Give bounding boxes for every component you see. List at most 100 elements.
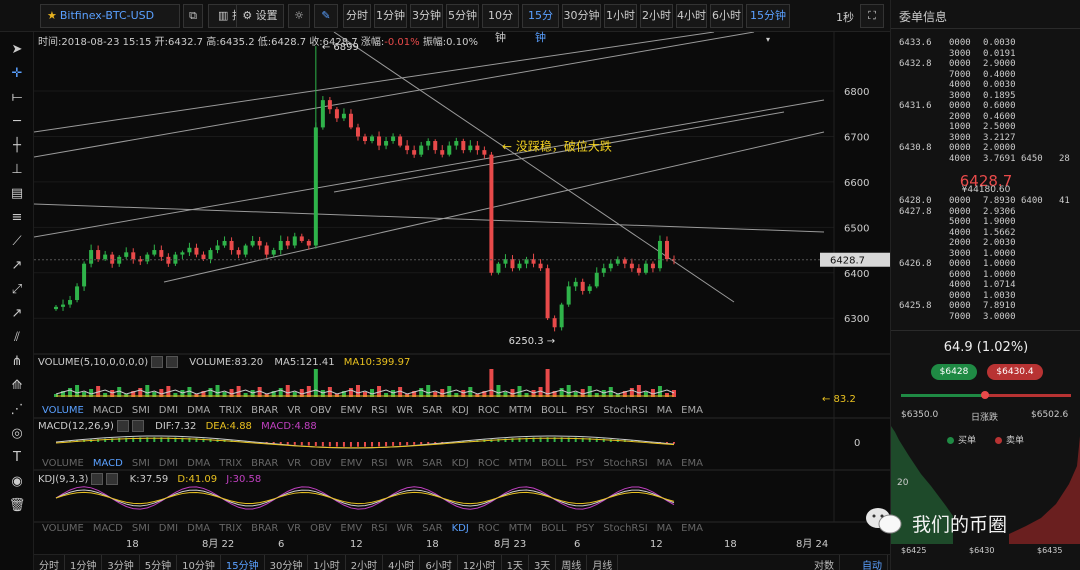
segment-line-icon[interactable]: ⟝ [11,90,23,105]
ask-row[interactable]: 1000 2.5000 [899,122,1059,132]
indicator-tab[interactable]: ROC [477,523,500,534]
trend-line-icon[interactable]: ⟋ [12,234,22,249]
bid-row[interactable]: 4000 1.5662 [899,228,1059,238]
bid-row[interactable]: 4000 1.0714 [899,280,1059,290]
indicator-tab[interactable]: MTM [508,405,532,416]
timeframe-button[interactable]: 15分钟 [522,4,559,44]
indicator-tab[interactable]: KDJ [451,458,469,469]
bottom-timeframe-button[interactable]: 6小时 [420,555,458,570]
indicator-tab[interactable]: DMI [158,405,179,416]
indicator-tab[interactable]: VR [287,523,302,534]
cursor-arrow-icon[interactable]: ➤ [11,42,23,57]
pitchfork-icon[interactable]: ⋔ [11,354,23,369]
ask-row[interactable]: 3000 0.1895 [899,91,1059,101]
indicator-tab[interactable]: VR [287,458,302,469]
timeframe-button[interactable]: 2小时 [640,4,673,28]
timeframe-button[interactable]: 分时 [343,4,371,28]
indicator-tab[interactable]: MACD [92,405,123,416]
bottom-timeframe-button[interactable]: 4小时 [383,555,421,570]
ask-row[interactable]: 3000 0.0191 [899,49,1059,59]
bottom-timeframe-button[interactable]: 周线 [556,555,588,570]
timeframe-button[interactable]: 1分钟 [374,4,407,28]
indicator-tab[interactable]: EMA [681,405,703,416]
spiral-icon[interactable]: ◎ [11,426,23,441]
indicator-settings-icon[interactable] [116,420,129,432]
auto-scale-toggle[interactable]: 自动 [857,555,888,570]
indicator-tab[interactable]: VOLUME [42,458,84,469]
ask-row[interactable]: 3000 3.2127 [899,133,1059,143]
trash-icon[interactable]: 🗑 [8,498,26,513]
bid-row[interactable]: 7000 3.0000 [899,312,1059,322]
pair-selector[interactable]: ★ Bitfinex-BTC-USD [40,4,180,28]
ask-row[interactable]: 6430.8 0000 2.0000 [899,143,1059,153]
bottom-timeframe-button[interactable]: 3天 [529,555,557,570]
indicator-tab[interactable]: SAR [422,523,443,534]
bid-row[interactable]: 2000 2.0030 [899,238,1059,248]
bottom-timeframe-button[interactable]: 2小时 [346,555,384,570]
star-icon[interactable]: ★ [47,9,57,22]
indicator-tab[interactable]: EMV [340,523,363,534]
indicator-close-icon[interactable] [166,356,179,368]
log-scale-toggle[interactable]: 对数 [809,555,840,570]
indicator-tab[interactable]: RSI [371,458,388,469]
bid-row[interactable]: 5000 1.9000 [899,217,1059,227]
bottom-timeframe-button[interactable]: 10分钟 [177,555,221,570]
timeframe-button[interactable]: 4小时 [676,4,707,28]
extended-line-icon[interactable]: ⤢ [11,282,23,297]
bottom-timeframe-button[interactable]: 3分钟 [102,555,140,570]
indicator-tab[interactable]: TRIX [219,523,243,534]
ask-row[interactable]: 7000 0.4000 [899,70,1059,80]
indicator-tab[interactable]: PSY [575,523,595,534]
ask-row[interactable]: 6433.6 0000 0.0030 [899,38,1059,48]
indicator-tab[interactable]: BRAR [251,458,279,469]
indicator-tab[interactable]: SMI [131,523,150,534]
ray-line-icon[interactable]: ↗ [11,258,23,273]
bottom-timeframe-button[interactable]: 1分钟 [65,555,103,570]
indicator-tab[interactable]: WR [396,405,414,416]
indicator-tab[interactable]: StochRSI [603,405,648,416]
fib-fan-icon[interactable]: ⟰ [11,378,23,393]
bottom-timeframe-button[interactable]: 30分钟 [265,555,309,570]
indicator-settings-icon[interactable] [151,356,164,368]
indicator-tab[interactable]: SAR [422,458,443,469]
price-line-icon[interactable]: ⊥ [11,162,23,177]
settings-button[interactable]: ⚙ 设置 [236,4,284,28]
indicator-close-icon[interactable] [131,420,144,432]
indicator-tab[interactable]: KDJ [451,405,469,416]
bid-row[interactable]: 6426.8 0000 1.0000 [899,259,1059,269]
indicator-tab[interactable]: StochRSI [603,523,648,534]
indicator-tab[interactable]: PSY [575,458,595,469]
indicator-tab[interactable]: BRAR [251,523,279,534]
bid-row[interactable]: 3000 1.0000 [899,249,1059,259]
indicator-tab[interactable]: OBV [310,458,332,469]
indicator-tab[interactable]: PSY [575,405,595,416]
indicator-tab[interactable]: EMV [340,458,363,469]
crosshair-icon[interactable]: ✛ [11,66,23,81]
indicator-tab[interactable]: MA [656,458,673,469]
ask-row[interactable]: 4000 3.7691 6450 28 [899,154,1070,164]
indicator-close-icon[interactable] [106,473,119,485]
indicator-tab[interactable]: DMI [158,458,179,469]
timeframe-button[interactable]: 1小时 [604,4,637,28]
indicator-tab[interactable]: MA [656,523,673,534]
text-icon[interactable]: T [13,450,21,465]
indicator-tab[interactable]: VR [287,405,302,416]
indicator-tab[interactable]: MACD [92,458,123,469]
indicator-tab[interactable]: SAR [422,405,443,416]
indicator-tab[interactable]: MTM [508,458,532,469]
indicator-tab[interactable]: EMA [681,458,703,469]
indicator-tab[interactable]: MACD [92,523,123,534]
timeframe-button[interactable]: 30分钟 [562,4,601,28]
draw-pen-icon[interactable]: ✎ [314,4,338,28]
indicator-tab[interactable]: BOLL [541,458,567,469]
bottom-timeframe-button[interactable]: 15分钟 [221,555,265,570]
ask-row[interactable]: 6432.8 0000 2.9000 [899,59,1059,69]
price-chart[interactable]: 6300 6400 6500 6600 6700 6800 ← 6899 6250.3 → ← … [34,32,890,554]
indicator-tab[interactable]: SMI [131,458,150,469]
ask-row[interactable]: 6431.6 0000 0.6000 [899,101,1059,111]
indicator-tab[interactable]: VOLUME [42,405,84,416]
theme-toggle-icon[interactable]: ☼ [288,4,310,28]
refresh-interval[interactable]: 1秒 [836,11,854,24]
ask-row[interactable]: 4000 0.0030 [899,80,1059,90]
indicator-tab[interactable]: WR [396,458,414,469]
